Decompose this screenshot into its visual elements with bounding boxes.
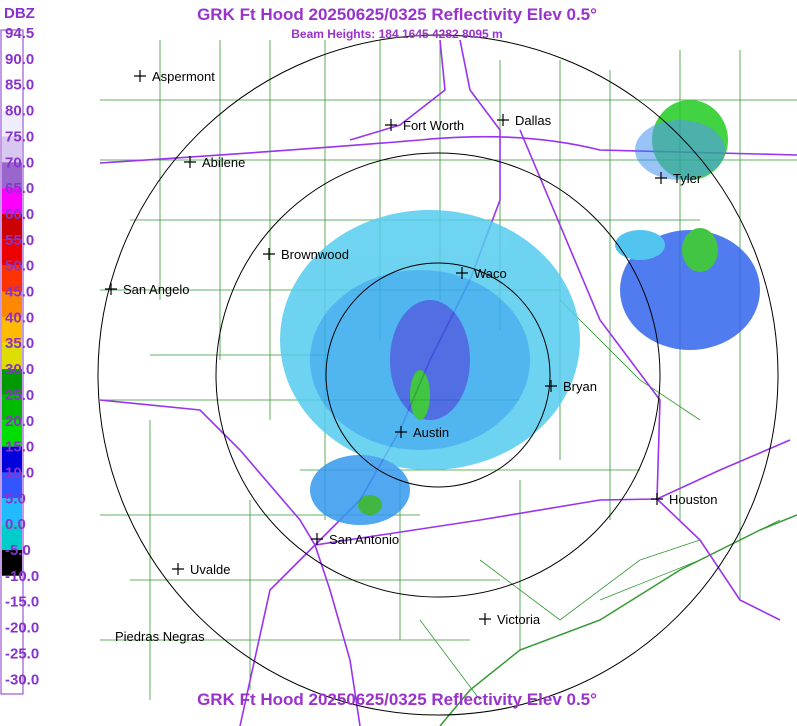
legend-band — [2, 524, 22, 550]
city-label: Fort Worth — [403, 118, 464, 133]
legend-label: 0.0 — [5, 516, 26, 533]
legend-band — [2, 472, 22, 499]
city-label: San Antonio — [329, 532, 399, 547]
city-marker — [456, 267, 468, 279]
legend-band — [2, 188, 22, 214]
city-label: Houston — [669, 492, 717, 507]
city-marker — [479, 613, 491, 625]
city-label: Aspermont — [152, 69, 215, 84]
legend-label: -30.0 — [5, 671, 39, 688]
legend-band — [2, 84, 22, 111]
legend-label: 5.0 — [5, 490, 26, 507]
subtitle: Beam Heights: 184 1645 4282 8095 m — [291, 27, 502, 41]
legend-band — [2, 136, 22, 163]
legend-band — [2, 394, 22, 421]
legend-label: 60.0 — [5, 206, 34, 223]
city-label: Brownwood — [281, 247, 349, 262]
city-marker — [395, 426, 407, 438]
legend-label: 80.0 — [5, 103, 34, 120]
city-marker — [545, 380, 557, 392]
legend-label: 30.0 — [5, 361, 34, 378]
legend-band — [2, 601, 22, 628]
city-label: Abilene — [202, 155, 245, 170]
legend-label: 40.0 — [5, 309, 34, 326]
legend-label: 85.0 — [5, 77, 34, 94]
legend-label: 45.0 — [5, 284, 34, 301]
legend-label: 55.0 — [5, 232, 34, 249]
legend-band — [2, 162, 22, 189]
legend-band — [2, 213, 22, 240]
range-rings — [97, 34, 779, 716]
city-label: Tyler — [673, 171, 702, 186]
legend-band — [2, 239, 22, 266]
legend-frame — [0, 29, 24, 695]
city-label: Austin — [413, 425, 449, 440]
legend-label: 90.0 — [5, 51, 34, 68]
legend-label: -25.0 — [5, 645, 39, 662]
city-marker — [311, 533, 323, 545]
legend-band — [2, 343, 22, 370]
legend-label: 50.0 — [5, 258, 34, 275]
legend-label: -15.0 — [5, 594, 39, 611]
legend-label: 70.0 — [5, 154, 34, 171]
legend-label: 75.0 — [5, 128, 34, 145]
title: GRK Ft Hood 20250625/0325 Reflectivity E… — [197, 5, 597, 24]
legend-band — [2, 550, 22, 576]
city-label: Dallas — [515, 113, 552, 128]
legend-band — [2, 110, 22, 137]
legend-label: 94.5 — [5, 25, 34, 42]
legend-band — [2, 33, 22, 59]
legend-label: -20.0 — [5, 620, 39, 637]
city-label: Victoria — [497, 612, 541, 627]
legend-title: DBZ — [4, 5, 35, 22]
legend-band — [2, 498, 22, 525]
coastline — [439, 514, 797, 726]
legend-band — [2, 627, 22, 654]
city-marker — [497, 114, 509, 126]
city-marker — [134, 70, 146, 82]
city-label: San Angelo — [123, 282, 190, 297]
radar-echoes — [280, 100, 760, 525]
legend-label: 25.0 — [5, 387, 34, 404]
city-label: Piedras Negras — [115, 629, 205, 644]
legend-band — [2, 653, 22, 680]
city-marker — [105, 283, 117, 295]
legend-band — [2, 420, 22, 447]
legend-band — [2, 575, 22, 602]
legend-label: 10.0 — [5, 464, 34, 481]
legend-label: 15.0 — [5, 439, 34, 456]
legend-band — [2, 265, 22, 292]
legend-label: -5.0 — [5, 542, 31, 559]
legend-label: 65.0 — [5, 180, 34, 197]
city-marker — [655, 172, 667, 184]
legend-label: 35.0 — [5, 335, 34, 352]
city-marker — [385, 119, 397, 131]
city-marker — [184, 156, 196, 168]
legend-band — [2, 369, 22, 395]
legend-label: 20.0 — [5, 413, 34, 430]
legend-label: -10.0 — [5, 568, 39, 585]
city-marker — [263, 248, 275, 260]
city-marker — [172, 563, 184, 575]
legend-band — [2, 317, 22, 344]
legend-band — [2, 446, 22, 473]
city-label: Uvalde — [190, 562, 230, 577]
city-label: Bryan — [563, 379, 597, 394]
city-label: Waco — [474, 266, 507, 281]
footer-title: GRK Ft Hood 20250625/0325 Reflectivity E… — [197, 690, 597, 709]
city-marker — [651, 493, 663, 505]
legend-band — [2, 291, 22, 318]
legend-band — [2, 58, 22, 85]
